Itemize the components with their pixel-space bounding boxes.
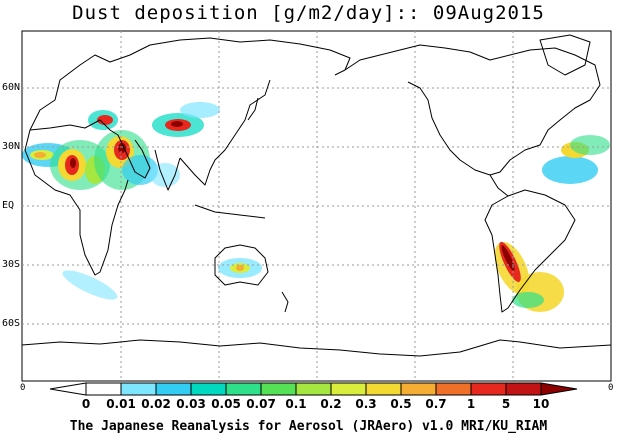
edge-label-left: 0 xyxy=(20,383,26,393)
colorbar-tick-label: 0.05 xyxy=(211,397,241,411)
colorbar-tick-label: 10 xyxy=(532,397,550,411)
colorbar-left-arrow xyxy=(49,382,87,396)
colorbar-cell xyxy=(225,382,262,396)
colorbar-tick-label: 0.3 xyxy=(355,397,377,411)
colorbar-cell xyxy=(330,382,367,396)
lat-label-eq: EQ xyxy=(2,200,15,211)
colorbar-tick-label: 1 xyxy=(466,397,476,411)
colorbar-cell xyxy=(260,382,297,396)
credit-line: The Japanese Reanalysis for Aerosol (JRA… xyxy=(69,419,548,434)
colorbar xyxy=(49,382,578,396)
colorbar-cell xyxy=(470,382,507,396)
colorbar-tick-label: 0.07 xyxy=(246,397,276,411)
lat-label-30s: 30S xyxy=(2,259,21,270)
colorbar-cell xyxy=(85,382,122,396)
colorbar-cell xyxy=(505,382,542,396)
colorbar-tick-label: 0 xyxy=(81,397,91,411)
colorbar-tick-label: 0.03 xyxy=(176,397,206,411)
coastlines xyxy=(21,34,612,357)
colorbar-tick-label: 0.01 xyxy=(106,397,136,411)
colorbar-tick-label: 0.5 xyxy=(390,397,412,411)
colorbar-tick-labels: 0 0.01 0.02 0.03 0.05 0.07 0.1 0.2 0.3 0.5 0.7 1 5 10 xyxy=(0,397,617,413)
dust-fields xyxy=(22,102,610,312)
graticule xyxy=(22,31,611,381)
colorbar-cell xyxy=(120,382,157,396)
colorbar-cell xyxy=(435,382,472,396)
lat-label-30n: 30N xyxy=(2,141,21,152)
colorbar-tick-label: 0.2 xyxy=(320,397,342,411)
edge-label-right: 0 xyxy=(608,383,614,393)
colorbar-cell xyxy=(155,382,192,396)
colorbar-cell xyxy=(295,382,332,396)
lat-label-60s: 60S xyxy=(2,318,21,329)
colorbar-tick-label: 0.02 xyxy=(141,397,171,411)
colorbar-cell xyxy=(400,382,437,396)
colorbar-tick-label: 0.7 xyxy=(425,397,447,411)
colorbar-right-arrow xyxy=(540,382,578,396)
colorbar-cell xyxy=(365,382,402,396)
colorbar-tick-label: 0.1 xyxy=(285,397,307,411)
lat-label-60n: 60N xyxy=(2,82,21,93)
colorbar-tick-label: 5 xyxy=(501,397,511,411)
colorbar-cell xyxy=(190,382,227,396)
map-title: Dust deposition [g/m2/day]:: 09Aug2015 xyxy=(72,2,545,24)
